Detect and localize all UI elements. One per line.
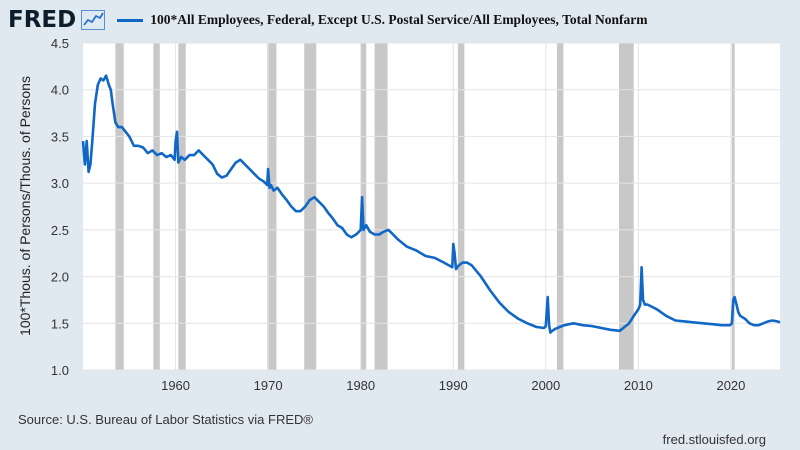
x-tick-label: 1970 (254, 378, 283, 393)
y-tick-label: 3.0 (51, 176, 69, 191)
recession-band (374, 43, 388, 370)
x-tick-label: 1990 (439, 378, 468, 393)
x-tick-label: 2000 (531, 378, 560, 393)
y-tick-label: 1.0 (51, 363, 69, 378)
recession-band (556, 43, 564, 370)
header: FRED 100*All Employees, Federal, Except … (8, 5, 647, 35)
y-tick-label: 1.5 (51, 316, 69, 331)
source-note: Source: U.S. Bureau of Labor Statistics … (18, 412, 313, 427)
y-tick-label: 4.5 (51, 36, 69, 51)
chart-graph-icon[interactable] (81, 10, 106, 30)
recession-band (115, 43, 124, 370)
series-line (81, 74, 781, 334)
grid (83, 42, 780, 371)
y-tick-label: 4.0 (51, 83, 69, 98)
y-tick-label: 3.5 (51, 129, 69, 144)
y-tick-label: 2.0 (51, 270, 69, 285)
recession-band (457, 43, 465, 370)
y-axis-label: 100*Thous. of Persons/Thous. of Persons (17, 76, 33, 336)
y-tick-labels: 1.0 1.5 2.0 2.5 3.0 3.5 4.0 4.5 (51, 36, 69, 378)
series-title: 100*All Employees, Federal, Except U.S. … (150, 12, 648, 27)
x-tick-label: 2020 (716, 378, 745, 393)
y-tick-label: 2.5 (51, 223, 69, 238)
x-tick-label: 1960 (161, 378, 190, 393)
x-tick-labels: 1960 1970 1980 1990 2000 2010 2020 (161, 378, 745, 393)
recession-band (304, 43, 317, 370)
recession-band (731, 43, 735, 370)
legend-swatch (117, 18, 144, 22)
recession-band (178, 43, 186, 370)
recession-band (153, 43, 160, 370)
site-url[interactable]: fred.stlouisfed.org (662, 432, 766, 447)
x-tick-label: 1980 (346, 378, 375, 393)
recession-band (267, 43, 277, 370)
x-tick-label: 2010 (624, 378, 653, 393)
recession-band (618, 43, 634, 370)
fred-logo[interactable]: FRED (8, 6, 77, 33)
series-lines (81, 74, 781, 334)
